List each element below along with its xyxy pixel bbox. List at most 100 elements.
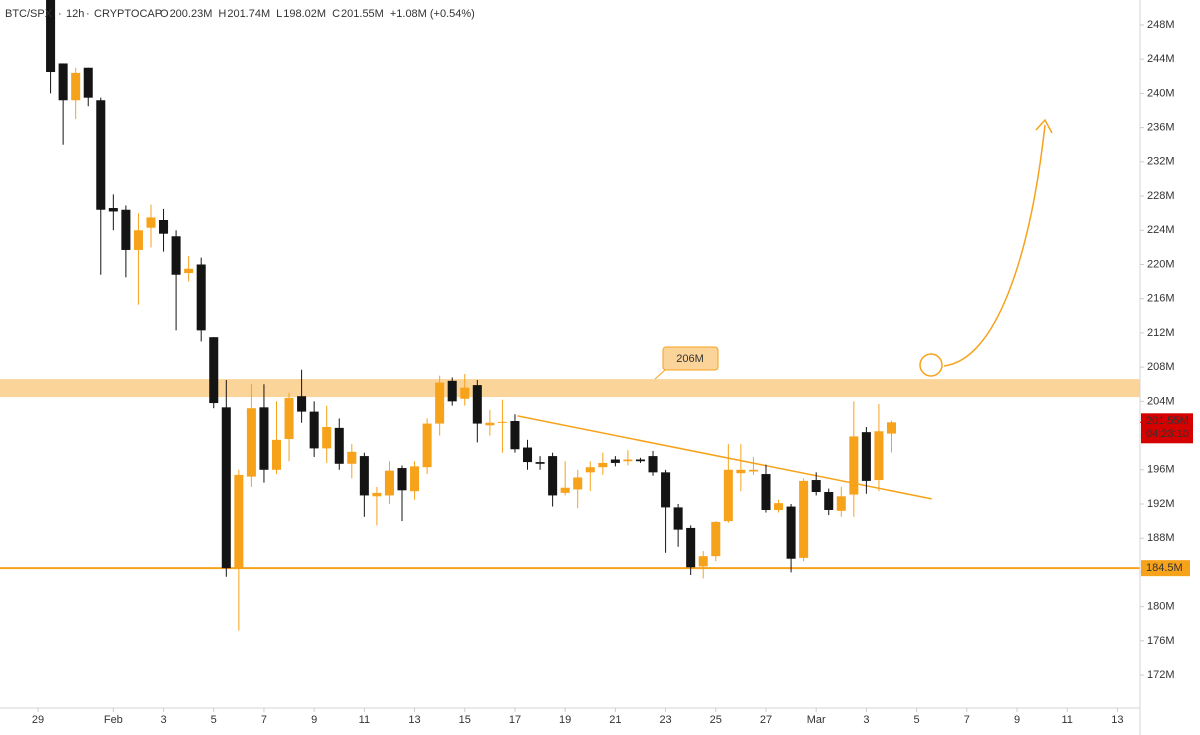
candle-body (447, 380, 457, 402)
x-tick-label: 3 (863, 714, 869, 726)
x-tick-label: 29 (32, 714, 44, 726)
x-tick-label: 5 (914, 714, 920, 726)
ohlc-value: 201.74M (227, 8, 270, 20)
ohlc-key: C (332, 8, 340, 20)
separator: · (58, 8, 62, 20)
candle-body (535, 462, 545, 464)
candle-body (761, 474, 771, 510)
source: CRYPTOCAP (94, 8, 162, 20)
candle-body (146, 217, 156, 228)
candle-body (799, 480, 809, 558)
candle-body (121, 209, 131, 250)
candle-body (836, 496, 846, 511)
candle-body (849, 436, 859, 495)
candle-body (585, 467, 595, 473)
candle-body (108, 208, 118, 212)
y-tick-label: 212M (1147, 327, 1175, 339)
candle-body (234, 474, 244, 569)
candle-body (309, 411, 319, 449)
projection-curve (943, 124, 1046, 367)
x-tick-label: Mar (807, 714, 826, 726)
ohlc-key: H (218, 8, 226, 20)
candle-body (811, 480, 821, 493)
candle-body (497, 421, 507, 423)
candle-body (723, 469, 733, 522)
x-tick-label: 25 (710, 714, 722, 726)
y-tick-label: 224M (1147, 224, 1175, 236)
candle-body (422, 423, 432, 468)
candle-body (460, 387, 470, 399)
y-tick-label: 204M (1147, 395, 1175, 407)
candle-body (560, 487, 570, 493)
candle-body (648, 456, 658, 473)
last-price-countdown: 04:23:10 (1146, 428, 1189, 440)
y-tick-label: 192M (1147, 498, 1175, 510)
x-tick-label: 27 (760, 714, 772, 726)
x-tick-label: 5 (211, 714, 217, 726)
candle-body (397, 468, 407, 491)
interval: 12h (66, 8, 84, 20)
candle-body (372, 492, 382, 497)
candle-body (246, 408, 256, 477)
y-tick-label: 248M (1147, 19, 1175, 31)
candle-body (171, 236, 181, 275)
candle-body (46, 0, 56, 73)
candle-body (221, 407, 231, 569)
ohlc-value: 201.55M (341, 8, 384, 20)
ohlc-key: O (160, 8, 169, 20)
candle-body (886, 422, 897, 434)
projection-start (919, 353, 943, 377)
y-tick-label: 220M (1147, 258, 1175, 270)
candle-body (435, 382, 445, 424)
candle-body (347, 451, 357, 464)
trendline (517, 415, 932, 500)
candle-body (861, 432, 871, 481)
candle-body (196, 264, 206, 331)
plot-area (0, 0, 1140, 631)
support-price-box (1141, 560, 1190, 577)
header: BTC/SPX · 12h · CRYPTOCAP (5, 8, 162, 20)
candle-body (297, 396, 307, 412)
y-tick-label: 176M (1147, 635, 1175, 647)
x-tick-label: 17 (509, 714, 521, 726)
x-tick-label: 3 (160, 714, 166, 726)
x-tick-label: 7 (964, 714, 970, 726)
candle-body (673, 507, 683, 530)
candle-body (510, 421, 520, 450)
projection-arrowhead (1035, 118, 1053, 134)
x-tick-label: 23 (659, 714, 671, 726)
candle-body (874, 431, 884, 481)
x-tick-label: 21 (609, 714, 621, 726)
candle-body (133, 230, 143, 250)
x-tick-label: 13 (408, 714, 420, 726)
candle-body (522, 447, 533, 463)
y-tick-label: 236M (1147, 122, 1175, 134)
candle-body (259, 407, 269, 470)
x-tick-label: 15 (459, 714, 471, 726)
candle-body (573, 477, 583, 490)
candle-body (71, 72, 81, 101)
candle-body (485, 422, 495, 426)
x-tick-label: 11 (359, 714, 370, 726)
y-tick-label: 244M (1147, 53, 1175, 65)
x-tick-label: 9 (1014, 714, 1020, 726)
symbol: BTC/SPX (5, 8, 53, 20)
candle-body (635, 459, 645, 462)
candle-body (96, 100, 106, 210)
candle-body (472, 385, 482, 424)
resistance-zone (0, 379, 1140, 398)
y-tick-label: 208M (1147, 361, 1175, 373)
candle-body (774, 503, 784, 510)
y-tick-label: 180M (1147, 601, 1175, 613)
resistance-label-pointer (654, 369, 666, 380)
change: +1.08M (+0.54%) (390, 8, 475, 20)
x-tick-label: 11 (1061, 714, 1072, 726)
y-tick-label: 232M (1147, 156, 1175, 168)
candle-body (410, 466, 420, 492)
candle-body (359, 456, 369, 496)
y-tick-label: 216M (1147, 293, 1175, 305)
y-tick-label: 188M (1147, 532, 1175, 544)
candle-body (159, 220, 169, 234)
x-tick-label: Feb (104, 714, 123, 726)
